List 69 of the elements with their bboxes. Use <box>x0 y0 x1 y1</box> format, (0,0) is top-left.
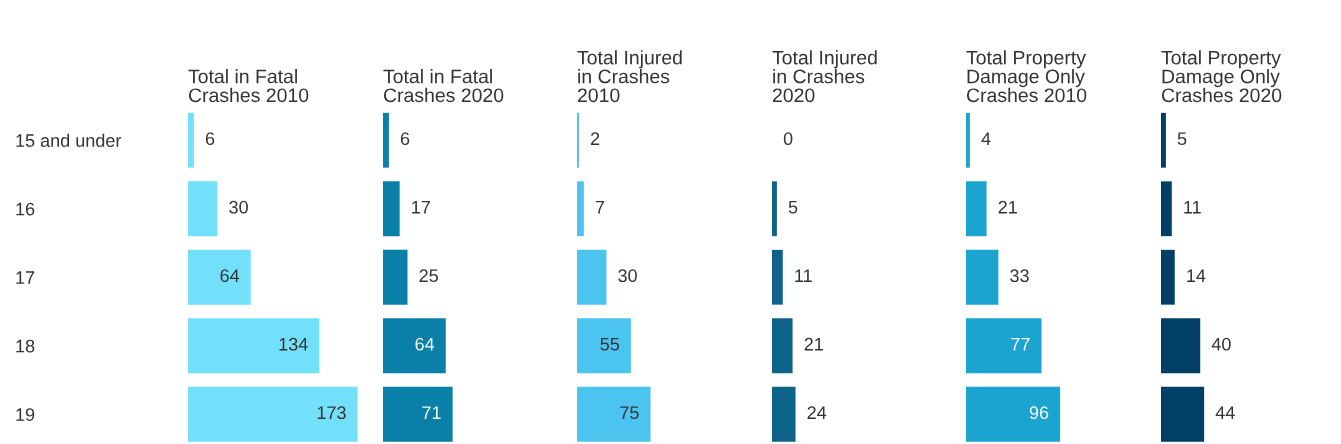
data-label: 5 <box>788 201 798 214</box>
chart-title: Total in Fatal Crashes 2020 <box>383 69 504 103</box>
data-label: 30 <box>229 200 248 214</box>
data-label: 11 <box>795 269 812 282</box>
data-label: 77 <box>1011 338 1030 351</box>
bar <box>772 318 793 374</box>
bar <box>188 181 218 237</box>
bar <box>188 249 251 305</box>
data-label: 5 <box>1177 132 1187 146</box>
bar <box>577 181 584 237</box>
data-label: 30 <box>618 269 637 283</box>
chart-title: Total Injured in Crashes 2010 <box>577 50 682 103</box>
bar <box>383 181 400 237</box>
data-label: 4 <box>981 132 991 145</box>
data-label: 25 <box>419 269 438 283</box>
data-label: 17 <box>412 201 430 214</box>
bar <box>188 386 358 442</box>
bar <box>772 249 783 305</box>
bar <box>966 249 999 305</box>
bar <box>188 318 320 374</box>
data-label: 0 <box>783 132 793 146</box>
y-tick-label: 19 <box>16 408 35 421</box>
bar <box>966 181 987 237</box>
data-label: 44 <box>1215 406 1235 419</box>
bar <box>577 318 631 374</box>
chart-title: Total in Fatal Crashes 2010 <box>188 69 309 103</box>
bar <box>772 386 796 442</box>
bar <box>966 112 970 168</box>
data-label: 134 <box>279 337 308 351</box>
chart-title: Total Property Damage Only Crashes 2010 <box>966 50 1087 103</box>
bar <box>188 112 194 168</box>
data-label: 24 <box>807 406 827 419</box>
y-tick-label: 17 <box>16 271 35 284</box>
data-label: 75 <box>620 406 639 420</box>
data-label: 21 <box>998 200 1017 214</box>
bar <box>966 386 1061 442</box>
data-label: 55 <box>600 338 620 351</box>
data-label: 14 <box>1187 269 1206 282</box>
bar <box>383 249 408 305</box>
data-label: 2 <box>590 132 600 145</box>
bar <box>1161 386 1205 442</box>
bar <box>1161 318 1201 374</box>
data-label: 64 <box>220 269 240 283</box>
bar <box>1161 181 1172 237</box>
data-label: 71 <box>422 406 441 419</box>
data-label: 7 <box>595 201 605 214</box>
data-label: 33 <box>1010 269 1029 283</box>
bar <box>383 112 389 168</box>
bar <box>577 249 607 305</box>
data-label: 6 <box>400 132 410 146</box>
data-label: 21 <box>804 337 823 351</box>
y-tick-label: 16 <box>16 202 35 216</box>
data-label: 11 <box>1184 201 1201 214</box>
data-label: 6 <box>205 132 215 146</box>
chart-title: Total Injured in Crashes 2020 <box>772 50 877 103</box>
y-tick-label: 18 <box>16 339 35 353</box>
data-label: 40 <box>1211 337 1231 351</box>
bar <box>1161 249 1175 305</box>
data-label: 64 <box>415 337 435 351</box>
data-label: 173 <box>317 406 346 420</box>
y-tick-label: 15 and under <box>16 133 122 147</box>
bar <box>1161 112 1166 168</box>
bar <box>966 318 1042 374</box>
bar <box>577 386 651 442</box>
bar <box>383 386 453 442</box>
bar <box>772 181 777 237</box>
data-label: 96 <box>1029 406 1049 420</box>
bar <box>383 318 446 374</box>
chart-title: Total Property Damage Only Crashes 2020 <box>1161 50 1282 103</box>
